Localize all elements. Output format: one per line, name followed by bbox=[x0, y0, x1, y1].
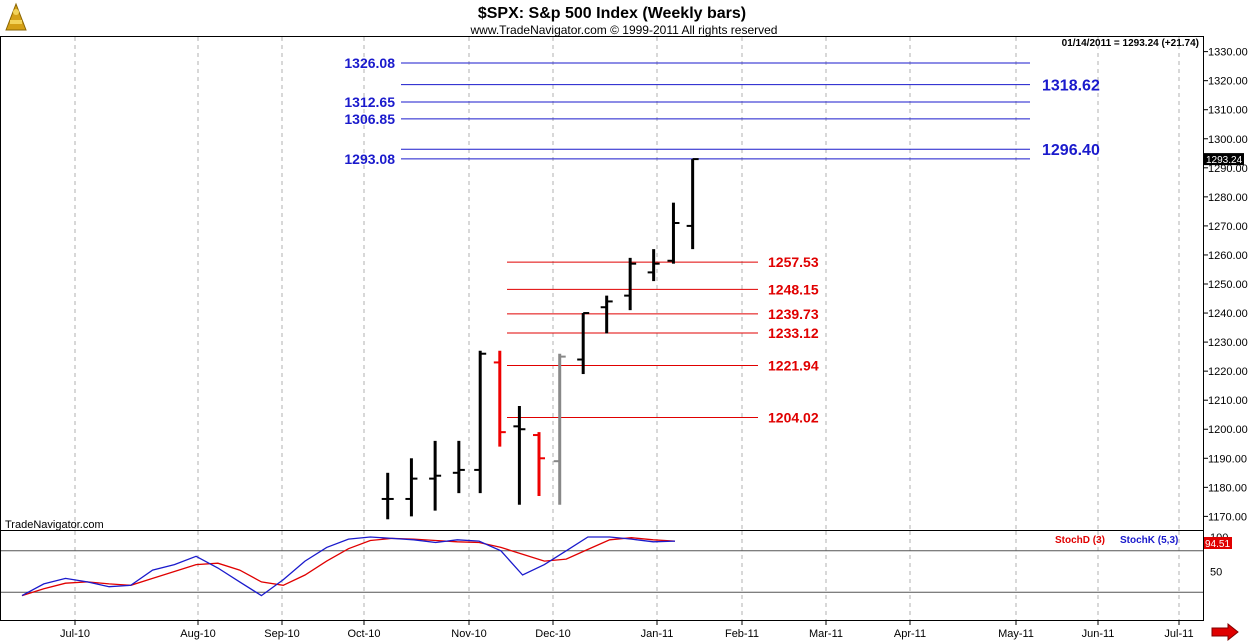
y-tick-label: 1280.00 bbox=[1208, 192, 1248, 204]
y-tick-label: 1330.00 bbox=[1208, 47, 1248, 59]
x-tick-label: Jul-10 bbox=[60, 628, 90, 640]
stoch-k-legend: StochK (5,3) bbox=[1120, 535, 1178, 546]
indicator-value-tag: 94.51 bbox=[1204, 537, 1232, 550]
x-tick-label: May-11 bbox=[998, 628, 1034, 640]
stoch-d-line bbox=[21, 537, 676, 597]
ohlc-bar bbox=[667, 202, 680, 264]
last-price-tag: 1293.24 bbox=[1204, 153, 1244, 166]
x-tick-label: Mar-11 bbox=[809, 628, 843, 640]
ohlc-bar bbox=[686, 158, 699, 250]
ohlc-bar bbox=[405, 458, 418, 517]
support-level-label: 1248.15 bbox=[768, 281, 819, 297]
support-level-label: 1239.73 bbox=[768, 306, 819, 322]
support-level-label: 1257.53 bbox=[768, 254, 819, 270]
ohlc-bar bbox=[513, 406, 526, 505]
indicator-panel-frame bbox=[0, 530, 1204, 621]
y-tick-label: 1320.00 bbox=[1208, 76, 1248, 88]
stoch-axis-label: 50 bbox=[1210, 567, 1222, 579]
ohlc-bar bbox=[577, 312, 590, 375]
x-tick-label: Nov-10 bbox=[451, 628, 486, 640]
logo-icon bbox=[1, 1, 33, 33]
y-tick-label: 1200.00 bbox=[1208, 424, 1248, 436]
scroll-right-arrow-icon[interactable] bbox=[1211, 622, 1239, 642]
price-panel-frame bbox=[0, 36, 1204, 531]
x-tick-label: Dec-10 bbox=[535, 628, 570, 640]
ohlc-bar bbox=[647, 249, 660, 282]
price-bars bbox=[381, 158, 699, 520]
y-tick-label: 1260.00 bbox=[1208, 250, 1248, 262]
watermark: TradeNavigator.com bbox=[5, 519, 104, 531]
y-tick-label: 1270.00 bbox=[1208, 221, 1248, 233]
resistance-level-label: 1318.62 bbox=[1042, 78, 1100, 95]
ohlc-bar bbox=[452, 440, 465, 494]
x-tick-label: Jan-11 bbox=[641, 628, 674, 640]
x-tick-label: Oct-10 bbox=[347, 628, 380, 640]
y-tick-label: 1240.00 bbox=[1208, 308, 1248, 320]
y-tick-label: 1250.00 bbox=[1208, 279, 1248, 291]
y-tick-label: 1290.00 bbox=[1208, 163, 1248, 175]
info-readout: 01/14/2011 = 1293.24 (+21.74) bbox=[1062, 38, 1199, 49]
x-tick-label: Aug-10 bbox=[180, 628, 215, 640]
indicator-value: 94.51 bbox=[1205, 539, 1230, 550]
y-tick-label: 1220.00 bbox=[1208, 366, 1248, 378]
resistance-level-label: 1293.08 bbox=[344, 151, 395, 167]
chart-title: $SPX: S&p 500 Index (Weekly bars) bbox=[478, 5, 746, 22]
ohlc-bar bbox=[429, 440, 442, 511]
support-level-label: 1233.12 bbox=[768, 325, 819, 341]
resistance-level-label: 1326.08 bbox=[344, 55, 395, 71]
ohlc-bar bbox=[553, 353, 566, 505]
ohlc-bar bbox=[493, 350, 506, 447]
ohlc-bar bbox=[474, 350, 487, 494]
stochastics-panel: 10050 bbox=[1, 532, 1228, 597]
y-tick-label: 1230.00 bbox=[1208, 337, 1248, 349]
stoch-d-legend: StochD (3) bbox=[1055, 535, 1105, 546]
resistance-level-label: 1306.85 bbox=[344, 111, 395, 127]
y-tick-label: 1300.00 bbox=[1208, 134, 1248, 146]
y-tick-label: 1180.00 bbox=[1208, 482, 1247, 494]
x-tick-label: Sep-10 bbox=[264, 628, 299, 640]
resistance-level-label: 1296.40 bbox=[1042, 142, 1100, 159]
chart-subtitle: www.TradeNavigator.com © 1999-2011 All r… bbox=[470, 23, 778, 37]
ohlc-bar bbox=[624, 257, 637, 311]
resistance-level-label: 1312.65 bbox=[344, 94, 395, 110]
stoch-k-line bbox=[21, 536, 676, 597]
y-tick-label: 1310.00 bbox=[1208, 105, 1248, 117]
x-tick-label: Feb-11 bbox=[725, 628, 759, 640]
last-price-value: 1293.24 bbox=[1206, 155, 1243, 166]
ohlc-bar bbox=[600, 295, 613, 334]
support-level-label: 1204.02 bbox=[768, 410, 819, 426]
y-tick-label: 1170.00 bbox=[1208, 511, 1247, 523]
x-tick-label: Jun-11 bbox=[1082, 628, 1115, 640]
y-tick-label: 1190.00 bbox=[1208, 453, 1247, 465]
support-level-label: 1221.94 bbox=[768, 358, 819, 374]
y-axis: 1330.00 1320.00 1310.00 1300.00 1290.00 1280.… bbox=[1203, 47, 1248, 523]
ohlc-bar bbox=[533, 432, 545, 497]
x-tick-label: Jul-11 bbox=[1164, 628, 1193, 640]
x-axis: Jul-10 Aug-10 Sep-10 Oct-10 Nov-10 Dec-10 Jan-… bbox=[60, 620, 1194, 640]
x-tick-label: Apr-11 bbox=[894, 628, 926, 640]
grid bbox=[74, 37, 1180, 620]
ohlc-bar bbox=[381, 472, 394, 520]
y-tick-label: 1210.00 bbox=[1208, 395, 1248, 407]
